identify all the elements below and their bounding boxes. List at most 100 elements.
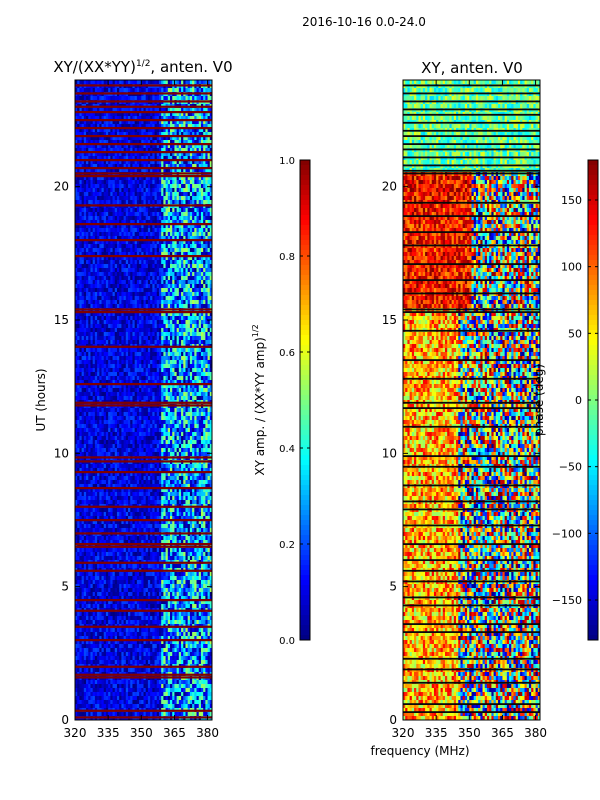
amp-cell [114,144,118,149]
amp-cell [147,332,151,337]
amp-cell [154,376,158,381]
amp-cell [183,108,186,113]
amp-cell [176,384,180,389]
amp-cell [108,328,111,333]
amp-cell [165,316,169,321]
amp-cell [86,256,89,261]
amp-cell [161,348,164,353]
amp-cell [83,324,87,329]
amp-cell [163,212,166,217]
amp-cell [167,244,171,249]
amp-cell [185,116,189,121]
amp-cell [170,396,173,401]
amp-cell [143,272,147,277]
amp-cell [174,168,178,173]
amp-cell [174,304,178,309]
amp-cell [181,244,184,249]
amp-cell [167,320,171,325]
amp-cell [185,180,189,185]
amp-cell [147,120,151,125]
amp-cell [176,132,180,137]
amp-cell [77,188,80,193]
amp-cell [145,396,149,401]
amp-cell [81,368,85,373]
amp-cell [116,164,120,169]
amp-cell [187,240,191,245]
amp-cell [125,140,129,145]
amp-cell [128,216,131,221]
amp-cell [143,224,147,229]
amp-cell [143,252,147,257]
amp-cell [172,152,175,157]
amp-cell [163,168,166,173]
amp-cell [163,176,166,181]
amp-cell [163,140,166,145]
amp-cell [77,292,80,297]
amp-cell [97,304,100,309]
amp-cell [163,392,166,397]
amp-cell [143,336,147,341]
amp-cell [121,264,125,269]
amp-cell [86,124,89,129]
amp-cell [161,96,164,101]
amp-cell [79,132,83,137]
amp-cell [185,212,189,217]
amp-cell [194,352,197,357]
amp-cell [75,268,78,273]
amp-cell [125,372,129,377]
amp-cell [178,192,182,197]
amp-cell [167,196,171,201]
amp-cell [125,88,129,93]
amp-cell [101,208,105,213]
amp-cell [178,124,182,129]
amp-cell [101,252,105,257]
amp-cell [176,252,180,257]
amp-cell [200,328,204,333]
amp-cell [110,288,113,293]
amp-cell [170,248,173,253]
amp-cell [165,360,169,365]
amp-cell [99,384,102,389]
amp-cell [94,376,98,381]
amp-cell [110,128,113,133]
amp-cell [103,128,107,133]
amp-cell [161,80,164,85]
amp-cell [92,300,96,305]
amp-cell [101,128,105,133]
amp-cell [94,380,98,385]
amp-cell [134,336,138,341]
amp-cell [152,112,155,117]
amp-cell [158,144,162,149]
amp-cell [196,192,200,197]
amp-cell [187,356,191,361]
amp-cell [83,384,87,389]
amp-cell [196,216,200,221]
amp-cell [189,140,193,145]
amp-cell [125,244,129,249]
amp-cell [185,320,189,325]
amp-cell [174,348,178,353]
amp-cell [121,368,125,373]
amp-cell [167,128,171,133]
amp-cell [194,180,197,185]
amp-cell [178,196,182,201]
amp-cell [181,296,184,301]
amp-cell [90,224,94,229]
amp-cell [147,388,151,393]
amp-cell [90,296,94,301]
amp-cell [99,264,102,269]
amp-cell [189,188,193,193]
amp-cell [121,196,125,201]
amp-cell [114,120,118,125]
amp-cell [105,220,109,225]
amp-cell [194,288,197,293]
amp-cell [77,264,80,269]
amp-cell [139,200,142,205]
amp-cell [203,368,206,373]
amp-cell [88,396,91,401]
amp-cell [150,140,153,145]
amp-cell [143,268,147,273]
amp-cell [145,160,149,165]
amp-cell [147,184,151,189]
amp-cell [121,252,125,257]
